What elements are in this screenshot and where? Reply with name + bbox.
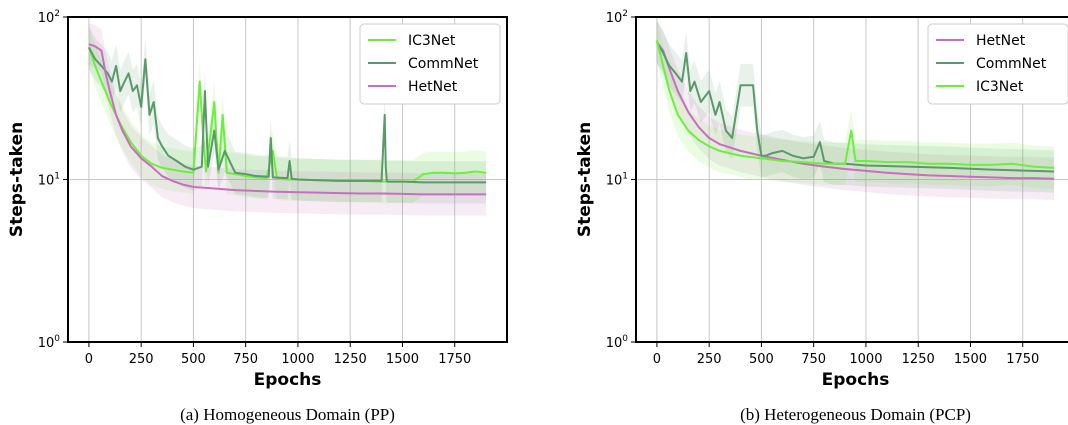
chart-panel-a: 0 250 500 750 1000 1250 1500 1750 100 101 102 Epo… bbox=[7, 9, 508, 424]
x-tick-label: 500 bbox=[749, 352, 774, 367]
series-band-ic3net bbox=[656, 19, 1055, 189]
x-tick-label: 1250 bbox=[334, 352, 367, 367]
legend-label-ic3net: IC3Net bbox=[976, 79, 1024, 95]
x-tick-label: 750 bbox=[233, 352, 258, 367]
legend-label-hetnet: HetNet bbox=[976, 33, 1026, 49]
series-layer bbox=[87, 23, 487, 216]
x-tick-label: 1000 bbox=[281, 352, 314, 367]
series-line-ic3net bbox=[87, 47, 487, 183]
y-ticks: 100 101 102 bbox=[38, 9, 68, 351]
x-tick-label: 1750 bbox=[438, 352, 471, 367]
legend: HetNet CommNet IC3Net bbox=[927, 23, 1068, 105]
legend-box bbox=[359, 23, 501, 105]
x-axis-label: Epochs bbox=[254, 370, 322, 390]
x-tick-label: 250 bbox=[129, 352, 154, 367]
caption: (b) Heterogeneous Domain (PCP) bbox=[740, 405, 971, 424]
x-tick-label: 1500 bbox=[954, 352, 987, 367]
series-line-commnet bbox=[88, 46, 487, 184]
caption: (a) Homogeneous Domain (PP) bbox=[180, 405, 395, 424]
x-tick-label: 1250 bbox=[902, 352, 935, 367]
x-ticks: 0 250 500 750 1000 1250 1500 1750 bbox=[653, 342, 1039, 367]
y-tick-label: 100 bbox=[38, 334, 61, 351]
x-tick-label: 1000 bbox=[849, 352, 882, 367]
legend-box bbox=[927, 23, 1068, 105]
series-line-commnet bbox=[656, 41, 1055, 173]
y-axis-label: Steps-taken bbox=[7, 122, 27, 237]
x-tick-label: 1500 bbox=[386, 352, 419, 367]
x-tick-label: 500 bbox=[181, 352, 206, 367]
y-ticks: 100 101 102 bbox=[606, 9, 636, 351]
legend: IC3Net CommNet HetNet bbox=[359, 23, 501, 105]
series-band-commnet bbox=[88, 26, 487, 204]
y-tick-label: 102 bbox=[38, 9, 60, 26]
x-axis-label: Epochs bbox=[822, 370, 890, 390]
legend-label-ic3net: IC3Net bbox=[408, 33, 456, 49]
y-tick-label: 102 bbox=[606, 9, 628, 26]
series-line-ic3net bbox=[655, 39, 1055, 169]
series-line-hetnet bbox=[88, 43, 487, 196]
legend-label-hetnet: HetNet bbox=[408, 79, 458, 95]
x-tick-label: 0 bbox=[85, 352, 93, 367]
y-tick-label: 101 bbox=[606, 172, 628, 189]
series-band-ic3net bbox=[88, 26, 487, 203]
x-tick-label: 250 bbox=[697, 352, 722, 367]
x-tick-label: 750 bbox=[801, 352, 826, 367]
chart-panel-b: 0 250 500 750 1000 1250 1500 1750 100 101 102 Epo… bbox=[575, 9, 1068, 424]
y-tick-label: 101 bbox=[38, 172, 60, 189]
legend-label-commnet: CommNet bbox=[408, 56, 479, 72]
y-axis-label: Steps-taken bbox=[575, 122, 595, 237]
series-layer bbox=[655, 19, 1055, 200]
legend-label-commnet: CommNet bbox=[976, 56, 1047, 72]
x-tick-label: 1750 bbox=[1006, 352, 1039, 367]
x-tick-label: 0 bbox=[653, 352, 661, 367]
series-band-commnet bbox=[656, 20, 1055, 193]
y-tick-label: 100 bbox=[606, 334, 629, 351]
x-ticks: 0 250 500 750 1000 1250 1500 1750 bbox=[85, 342, 471, 367]
series-line-hetnet bbox=[656, 41, 1055, 180]
